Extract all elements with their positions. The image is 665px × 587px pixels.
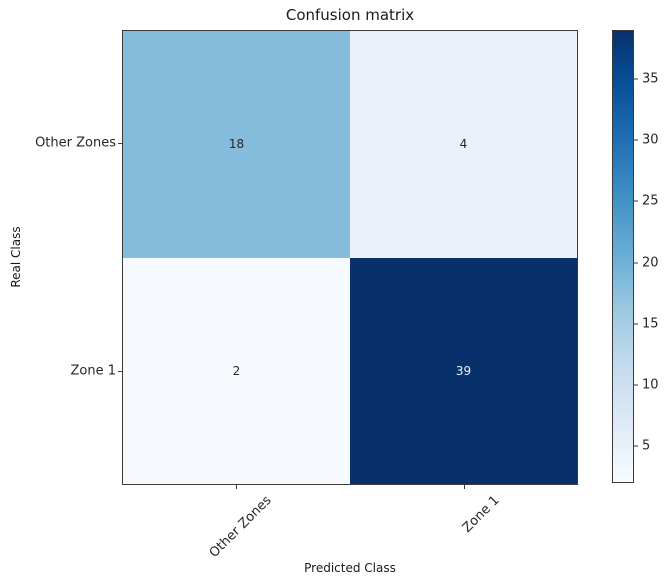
colorbar-tick: 5 (634, 439, 650, 454)
colorbar-tick-mark (634, 200, 638, 202)
x-tick-mark (236, 485, 237, 489)
colorbar-tick-label: 25 (642, 193, 659, 209)
colorbar-tick-mark (634, 78, 638, 80)
colorbar-gradient (612, 30, 634, 483)
colorbar-tick-label: 5 (642, 438, 651, 454)
colorbar-tick: 10 (634, 378, 659, 393)
heatmap-cell: 4 (350, 31, 577, 258)
heatmap-plot-area: 18 4 2 39 (122, 30, 578, 485)
y-tick-label-other-zones: Other Zones (35, 135, 116, 151)
x-tick-mark (464, 485, 465, 489)
colorbar-ticks: 5 10 15 20 25 30 35 (634, 30, 664, 483)
y-tick-mark (118, 143, 122, 144)
colorbar-tick: 35 (634, 71, 659, 86)
x-axis-label: Predicted Class (304, 561, 396, 575)
colorbar-tick: 15 (634, 316, 659, 331)
x-tick-label-zone-1: Zone 1 (459, 493, 503, 536)
chart-title: Confusion matrix (285, 6, 415, 24)
y-tick-label-zone-1: Zone 1 (70, 363, 117, 379)
colorbar-tick: 30 (634, 133, 659, 148)
colorbar-tick-mark (634, 262, 638, 264)
colorbar-tick-label: 30 (642, 132, 659, 148)
colorbar-tick-mark (634, 384, 638, 386)
heatmap-cell: 18 (123, 31, 350, 258)
colorbar-tick: 20 (634, 255, 659, 270)
heatmap-cell: 39 (350, 257, 577, 484)
colorbar-tick-label: 35 (642, 71, 659, 87)
heatmap-cell: 2 (123, 257, 350, 484)
y-tick-mark (118, 371, 122, 372)
x-tick-label-other-zones: Other Zones (206, 493, 275, 561)
colorbar-tick: 25 (634, 194, 659, 209)
y-axis-label: Real Class (9, 226, 23, 288)
colorbar-tick-label: 20 (642, 255, 659, 271)
colorbar-tick-mark (634, 445, 638, 447)
colorbar-tick-mark (634, 139, 638, 141)
colorbar-tick-label: 15 (642, 316, 659, 332)
colorbar-tick-mark (634, 323, 638, 325)
colorbar-tick-label: 10 (642, 377, 659, 393)
